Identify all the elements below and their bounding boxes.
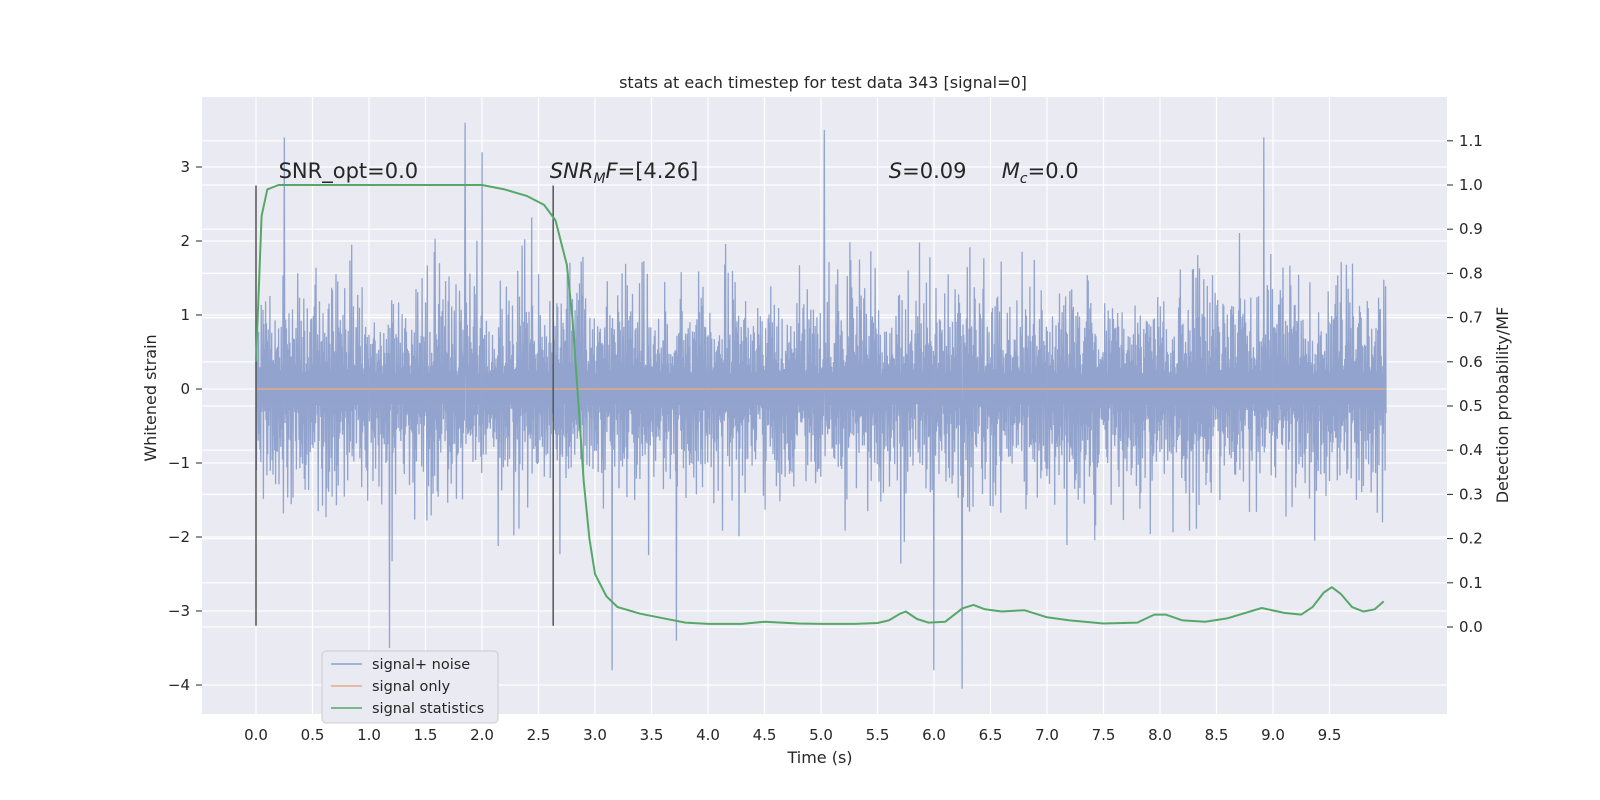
chart-title: stats at each timestep for test data 343… — [619, 73, 1027, 92]
y-tick-label: −3 — [168, 602, 190, 620]
annotation-2: S=0.09 — [889, 159, 967, 183]
x-tick-label: 8.5 — [1205, 726, 1229, 744]
vertical-markers — [255, 185, 554, 626]
x-tick-label: 9.5 — [1318, 726, 1342, 744]
y-right-axis-label: Detection probability/MF — [1493, 307, 1512, 504]
y-right-tick-label: 0.9 — [1459, 220, 1483, 238]
legend-label-signal-noise: signal+ noise — [372, 657, 470, 673]
y-right-tick-label: 1.1 — [1459, 132, 1483, 150]
x-tick-label: 2.5 — [527, 726, 551, 744]
y-right-tick-label: 0.1 — [1459, 574, 1483, 592]
annotation-0: SNR_opt=0.0 — [279, 159, 419, 184]
y-right-tick-label: 0.3 — [1459, 485, 1483, 503]
x-tick-label: 6.0 — [922, 726, 946, 744]
y-right-tick-label: 0.0 — [1459, 618, 1483, 636]
y-tick-label: 2 — [180, 232, 190, 250]
x-tick-label: 9.0 — [1261, 726, 1285, 744]
x-tick-label: 7.5 — [1092, 726, 1116, 744]
x-axis-label: Time (s) — [786, 748, 852, 767]
x-tick-label: 0.0 — [244, 726, 268, 744]
series-signal-noise — [255, 122, 1387, 689]
y-right-tick-label: 0.5 — [1459, 397, 1483, 415]
annotation-3: Mc=0.0 — [1002, 159, 1079, 187]
y-tick-label: −1 — [168, 454, 190, 472]
annotations: SNR_opt=0.0 SNRMF=[4.26] S=0.09 Mc=0.0 — [279, 159, 1079, 187]
y-right-axis-ticks: 1.1 1.0 0.9 0.8 0.7 0.6 0.5 0.4 0.3 0.2 0.1 0.0 — [1447, 132, 1483, 636]
y-tick-label: 3 — [180, 158, 190, 176]
y-right-tick-label: 0.7 — [1459, 309, 1483, 327]
legend-box — [321, 650, 499, 724]
x-tick-label: 5.0 — [809, 726, 833, 744]
x-tick-label: 4.5 — [753, 726, 777, 744]
y-tick-label: −2 — [168, 528, 190, 546]
x-tick-label: 4.0 — [696, 726, 720, 744]
x-tick-label: 0.5 — [301, 726, 325, 744]
x-tick-label: 3.5 — [640, 726, 664, 744]
y-right-tick-label: 0.2 — [1459, 530, 1483, 548]
y-right-tick-label: 1.0 — [1459, 176, 1483, 194]
y-right-tick-label: 0.8 — [1459, 264, 1483, 282]
signal-noise-line — [255, 122, 1387, 689]
y-right-tick-label: 0.4 — [1459, 441, 1483, 459]
y-right-tick-label: 0.6 — [1459, 353, 1483, 371]
y-axis-label: Whitened strain — [141, 334, 160, 461]
y-tick-label: 0 — [180, 380, 190, 398]
x-tick-label: 5.5 — [866, 726, 890, 744]
x-axis-ticks: 0.0 0.5 1.0 1.5 2.0 2.5 3.0 3.5 4.0 4.5 5.0 5.5 6.0 6… — [244, 726, 1341, 744]
x-tick-label: 1.0 — [357, 726, 381, 744]
x-tick-label: 8.0 — [1148, 726, 1172, 744]
x-tick-label: 7.0 — [1035, 726, 1059, 744]
y-tick-label: 1 — [180, 306, 190, 324]
y-axis-ticks: 3 2 1 0 −1 −2 −3 −4 — [168, 158, 202, 694]
annotation-1: SNRMF=[4.26] — [550, 159, 699, 187]
y-tick-label: −4 — [168, 676, 190, 694]
signal-statistics-line — [255, 184, 1385, 625]
x-tick-label: 6.5 — [979, 726, 1003, 744]
x-tick-label: 3.0 — [583, 726, 607, 744]
legend-label-signal-statistics: signal statistics — [372, 701, 484, 717]
x-tick-label: 1.5 — [414, 726, 438, 744]
x-tick-label: 2.0 — [470, 726, 494, 744]
series-signal-statistics — [255, 184, 1385, 625]
legend-label-signal-only: signal only — [372, 679, 451, 695]
legend: signal+ noise signal only signal statist… — [321, 650, 499, 724]
